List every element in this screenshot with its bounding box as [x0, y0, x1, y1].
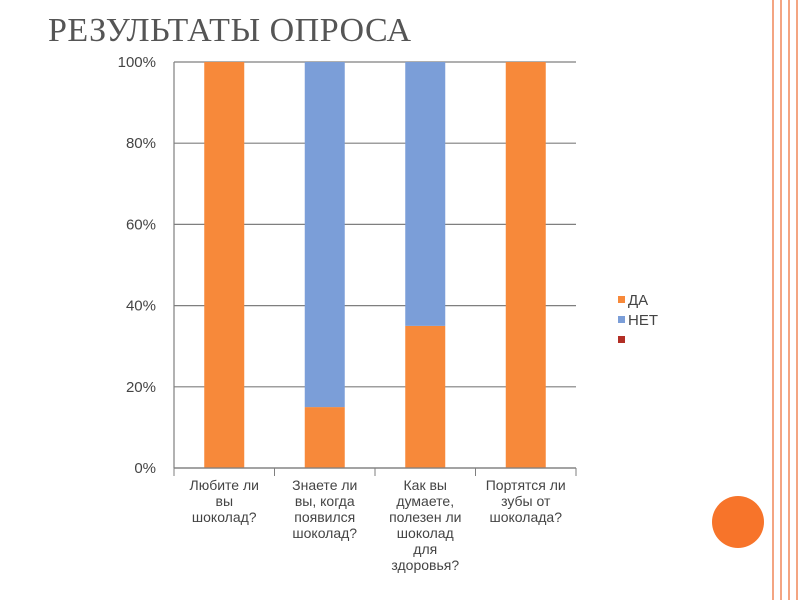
y-tick-label: 100%	[118, 54, 156, 71]
bar-да-1	[304, 407, 345, 468]
y-tick-label: 0%	[134, 460, 156, 477]
x-category-label: Портятся ли зубы от шоколада?	[486, 477, 566, 525]
x-category-label: Знаете ли вы, когда появился шоколад?	[292, 477, 357, 541]
legend-swatch	[618, 296, 625, 303]
bar-нет-1	[304, 62, 345, 408]
x-category-label: Как вы думаете, полезен ли шоколад для здоров…	[389, 477, 461, 573]
decorative-line-2	[780, 0, 782, 600]
decorative-line-4	[796, 0, 798, 600]
legend-swatch	[618, 336, 625, 343]
legend-swatch	[618, 316, 625, 323]
legend-label: НЕТ	[628, 312, 658, 329]
decorative-line-3	[788, 0, 790, 600]
y-tick-label: 80%	[126, 135, 156, 152]
x-category-label: Любите ли вы шоколад?	[190, 477, 259, 525]
y-tick-label: 40%	[126, 298, 156, 315]
decorative-circle	[712, 496, 764, 548]
bar-да-3	[505, 62, 546, 468]
slide-title: РЕЗУЛЬТАТЫ ОПРОСА	[48, 12, 412, 49]
bar-да-2	[405, 325, 446, 468]
bar-нет-2	[405, 62, 446, 326]
y-tick-label: 20%	[126, 379, 156, 396]
bar-да-0	[204, 62, 245, 468]
legend-label: ДА	[628, 292, 648, 309]
y-tick-label: 60%	[126, 216, 156, 233]
decorative-line-1	[772, 0, 774, 600]
